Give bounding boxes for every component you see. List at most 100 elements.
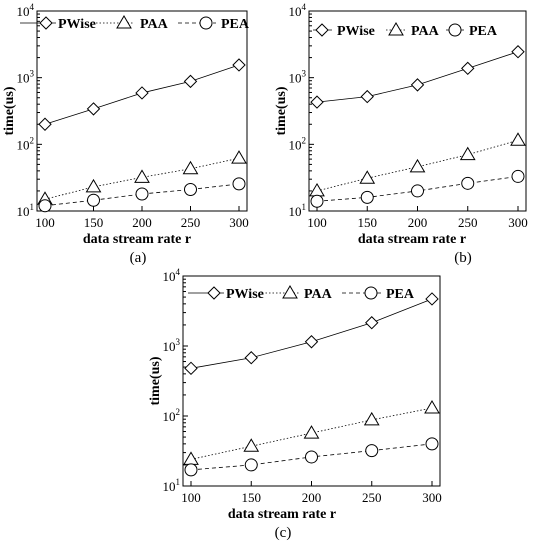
legend-label: PAA bbox=[140, 17, 169, 32]
data-point bbox=[38, 199, 52, 213]
series-pwise bbox=[184, 292, 439, 376]
legend-label: PAA bbox=[304, 287, 333, 302]
x-axis-label: data stream rate r bbox=[358, 232, 466, 247]
legend-marker bbox=[116, 15, 132, 29]
y-axis-label: time(us) bbox=[148, 356, 163, 405]
x-tick-label: 300 bbox=[229, 215, 249, 230]
data-point bbox=[425, 292, 439, 306]
x-tick-label: 100 bbox=[307, 215, 327, 230]
series-pwise bbox=[310, 45, 525, 109]
y-axis-label: time(us) bbox=[274, 86, 289, 135]
data-point bbox=[409, 158, 426, 173]
x-axis-label: data stream rate r bbox=[228, 507, 336, 522]
legend-label: PWise bbox=[58, 17, 96, 32]
y-axis-label: time(us) bbox=[2, 86, 17, 135]
data-point bbox=[232, 177, 246, 191]
data-point bbox=[365, 316, 379, 330]
y-tick-label: 103 bbox=[163, 337, 181, 354]
x-tick-label: 200 bbox=[408, 215, 428, 230]
data-point bbox=[38, 117, 52, 131]
y-tick-label: 101 bbox=[163, 477, 181, 494]
x-axis-label: data stream rate r bbox=[83, 232, 191, 247]
y-tick-label: 104 bbox=[163, 267, 181, 284]
y-tick-label: 102 bbox=[163, 407, 181, 424]
y-tick-label: 102 bbox=[17, 135, 35, 152]
data-point bbox=[359, 170, 376, 184]
data-point bbox=[183, 451, 199, 465]
data-point bbox=[461, 176, 475, 190]
chart-panel-1: 101 102 103 104 100 150 200 250 300 data stream r… bbox=[2, 2, 250, 266]
data-point bbox=[424, 400, 440, 414]
data-point bbox=[244, 351, 258, 365]
data-point bbox=[182, 160, 199, 175]
series-pea bbox=[310, 169, 525, 208]
legend-marker bbox=[388, 22, 404, 36]
series-line bbox=[316, 139, 519, 192]
data-point bbox=[184, 361, 198, 376]
y-tick-label: 101 bbox=[289, 202, 307, 219]
legend-marker bbox=[207, 286, 221, 300]
data-point bbox=[365, 444, 379, 458]
data-point bbox=[87, 193, 100, 207]
series-paa bbox=[183, 400, 440, 465]
series-line bbox=[316, 51, 519, 103]
data-point bbox=[86, 102, 101, 116]
data-point bbox=[310, 95, 324, 109]
data-point bbox=[304, 335, 319, 349]
x-tick-label: 200 bbox=[302, 490, 322, 505]
legend-label: PEA bbox=[221, 17, 250, 32]
data-point bbox=[183, 74, 198, 89]
data-point bbox=[231, 150, 247, 164]
panel-label: (b) bbox=[454, 250, 472, 266]
x-tick-label: 150 bbox=[358, 215, 378, 230]
x-tick-label: 250 bbox=[181, 215, 201, 230]
x-tick-label: 150 bbox=[242, 490, 262, 505]
x-tick-label: 100 bbox=[181, 490, 201, 505]
data-point bbox=[305, 450, 318, 464]
data-point bbox=[243, 438, 260, 452]
chart-panel-3: 101 102 103 104 100 150 200 250 300 data stream r… bbox=[148, 267, 442, 541]
x-tick-label: 150 bbox=[84, 215, 104, 230]
y-tick-label: 104 bbox=[17, 2, 35, 19]
legend-label: PWise bbox=[226, 287, 264, 302]
y-tick-label: 101 bbox=[17, 202, 35, 219]
data-point bbox=[303, 425, 320, 439]
x-tick-label: 250 bbox=[362, 490, 382, 505]
series-pea bbox=[38, 177, 246, 213]
data-point bbox=[134, 169, 150, 183]
data-point bbox=[425, 437, 439, 451]
data-point bbox=[135, 86, 149, 100]
data-point bbox=[360, 190, 374, 204]
data-point bbox=[232, 58, 246, 72]
data-point bbox=[461, 61, 475, 76]
data-point bbox=[135, 187, 149, 201]
y-tick-label: 104 bbox=[289, 2, 307, 19]
data-point bbox=[411, 184, 424, 198]
legend-marker bbox=[315, 23, 329, 37]
data-point bbox=[244, 458, 258, 472]
series-line bbox=[44, 183, 240, 207]
data-point bbox=[85, 178, 102, 193]
data-point bbox=[184, 463, 198, 477]
legend-label: PAA bbox=[411, 24, 440, 39]
legend-marker bbox=[364, 286, 378, 300]
legend-label: PEA bbox=[469, 24, 498, 39]
chart-panel-2: 101 102 103 104 100 150 200 250 300 data stream r… bbox=[274, 2, 528, 266]
legend-label: PWise bbox=[337, 24, 375, 39]
series-pwise bbox=[38, 58, 246, 131]
data-point bbox=[360, 89, 374, 104]
x-tick-label: 300 bbox=[422, 490, 442, 505]
data-point bbox=[510, 132, 526, 146]
data-point bbox=[511, 45, 525, 59]
panel-label: (a) bbox=[130, 250, 147, 266]
plot-frame bbox=[308, 10, 527, 212]
legend-marker bbox=[39, 16, 53, 30]
data-point bbox=[511, 169, 525, 183]
x-tick-label: 250 bbox=[458, 215, 478, 230]
data-point bbox=[363, 411, 380, 426]
legend-marker bbox=[199, 16, 213, 30]
x-tick-label: 300 bbox=[508, 215, 528, 230]
legend-marker bbox=[448, 23, 462, 37]
x-tick-label: 100 bbox=[35, 215, 55, 230]
